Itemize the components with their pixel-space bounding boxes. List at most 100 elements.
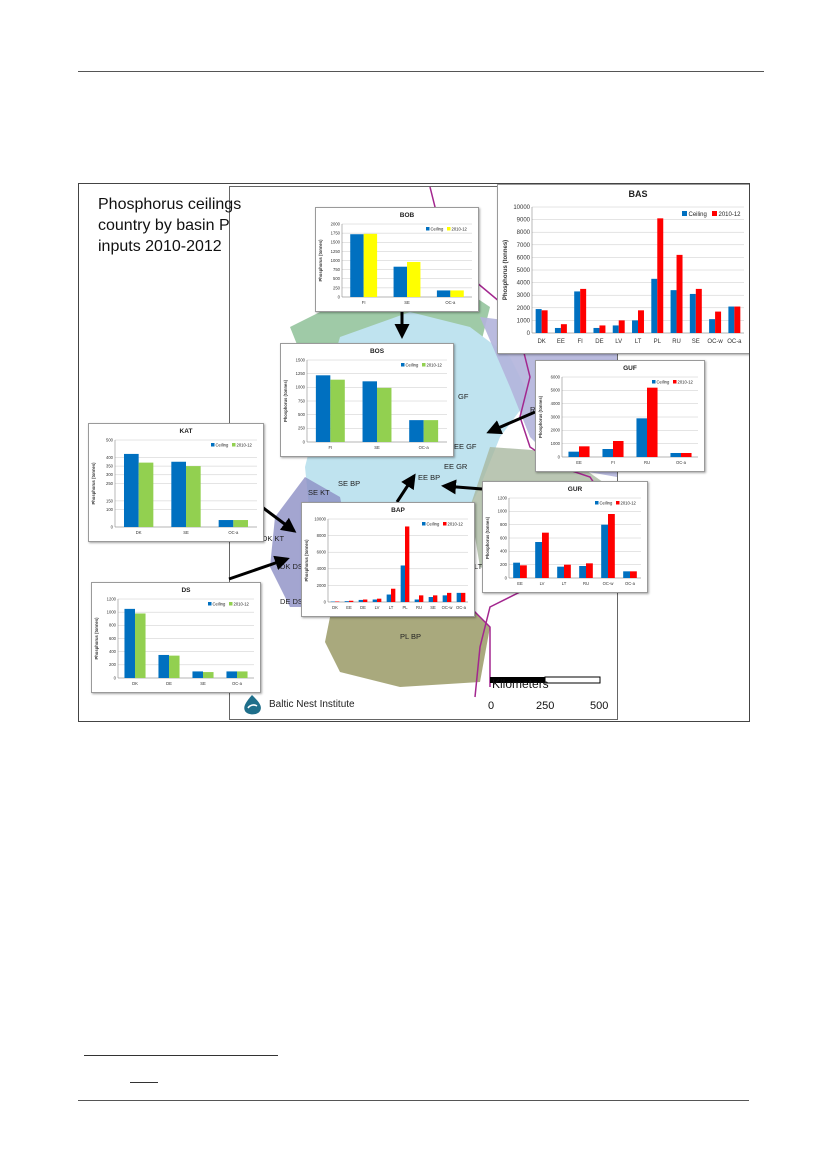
chart-box-bob: BOB 0 250 500 750 1000 1250 1500 1750 2000 Phospho… xyxy=(315,207,479,312)
bas-bar-oc-w-2010-12 xyxy=(715,311,722,333)
bas-bar-lt-ceiling xyxy=(632,320,638,333)
gur-legend-label: Ceiling xyxy=(600,501,613,506)
bap-xtick-label: EE xyxy=(346,605,352,610)
bos-xtick-label: SE xyxy=(374,445,380,450)
bas-bar-ee-ceiling xyxy=(554,327,561,333)
bas-bar-fi-2010-12 xyxy=(580,288,587,333)
bap-bar-de-ceiling xyxy=(358,599,363,602)
map-label-se-kt: SE KT xyxy=(308,488,330,497)
bob-xtick-label: FI xyxy=(362,300,366,305)
gur-xtick-label: OC-w xyxy=(603,581,615,586)
bas-bar-de-ceiling xyxy=(593,327,600,333)
bob-ytick-label: 750 xyxy=(333,267,341,272)
gur-ytick-label: 0 xyxy=(505,575,508,580)
scale-tick-500: 500 xyxy=(590,700,609,712)
ds-ytick-label: 800 xyxy=(109,623,117,628)
bap-title: BAP xyxy=(391,507,405,514)
bas-xtick-label: DE xyxy=(595,339,603,345)
map-label-lt: LT xyxy=(474,562,483,571)
ds-ytick-label: 400 xyxy=(109,649,117,654)
bap-legend-swatch xyxy=(422,522,426,526)
bap-bar-se-ceiling xyxy=(428,597,433,602)
bap-xtick-label: PL xyxy=(402,605,408,610)
kat-xtick-label: OC-a xyxy=(228,530,239,535)
bob-xtick-label: SE xyxy=(404,300,410,305)
guf-legend-swatch xyxy=(652,380,656,384)
gur-bar-oc-w-2010-12 xyxy=(608,514,615,578)
bob-bar-se-ceiling xyxy=(393,266,407,297)
gur-bar-lt-2010-12 xyxy=(564,564,571,578)
chart-box-gur: GUR 0 200 400 600 800 1000 1200 Phosphorus (tonn… xyxy=(482,481,648,593)
bob-legend-swatch xyxy=(447,227,451,231)
bos-bar-fi-2010-12 xyxy=(330,379,345,442)
kat-xtick-label: SE xyxy=(183,530,189,535)
chart-bap: BAP 0 2000 4000 6000 8000 10000 Phosphorus (ton… xyxy=(304,507,468,610)
scale-bar-white xyxy=(544,676,601,684)
chart-bos: BOS 0 250 500 750 1000 1250 1500 Phosphorus (ton… xyxy=(283,348,447,450)
bas-xtick-label: OC-w xyxy=(707,339,723,345)
bos-legend-swatch xyxy=(401,363,405,367)
ds-ylabel: Phosphorus (tonnes) xyxy=(94,617,99,660)
bos-bar-se-2010-12 xyxy=(377,387,392,442)
chart-bob: BOB 0 250 500 750 1000 1250 1500 1750 2000 Phospho… xyxy=(318,212,472,305)
bas-bar-lv-2010-12 xyxy=(618,320,625,333)
kat-ytick-label: 0 xyxy=(111,524,114,529)
kat-bar-se-ceiling xyxy=(171,461,186,527)
ds-ytick-label: 1000 xyxy=(107,610,117,615)
bas-bar-dk-ceiling xyxy=(535,309,542,333)
bas-ytick-label: 0 xyxy=(527,331,531,337)
bap-ytick-label: 4000 xyxy=(317,566,327,571)
kat-ytick-label: 250 xyxy=(106,481,114,486)
kat-xtick-label: DK xyxy=(136,530,142,535)
bos-title: BOS xyxy=(370,348,385,355)
bas-bar-ru-ceiling xyxy=(670,290,677,333)
bap-bar-oc-w-ceiling xyxy=(442,595,447,602)
bas-bar-oc-a-ceiling xyxy=(728,306,735,333)
guf-legend-label: Ceiling xyxy=(657,380,670,385)
bas-legend-label: 2010-12 xyxy=(719,212,742,218)
chart-box-kat: KAT 0 100 150 250 300 350 400 500 Phosphorus (ton… xyxy=(88,423,264,542)
chart-box-bos: BOS 0 250 500 750 1000 1250 1500 Phosphorus (ton… xyxy=(280,343,454,457)
figure-title-line-1: Phosphorus ceilings xyxy=(98,196,242,213)
arrow-ds xyxy=(228,555,290,581)
bos-ytick-label: 250 xyxy=(298,426,306,431)
ds-bar-de-2010-12 xyxy=(169,655,180,678)
bap-bar-ee-2010-12 xyxy=(349,600,354,602)
ds-xtick-label: DK xyxy=(132,681,138,686)
guf-ytick-label: 5000 xyxy=(551,388,561,393)
bob-legend-label: Ceiling xyxy=(431,227,444,232)
bob-ytick-label: 1250 xyxy=(331,249,341,254)
gur-ytick-label: 1200 xyxy=(498,495,508,500)
bas-xtick-label: SE xyxy=(692,339,700,345)
bas-bar-oc-a-2010-12 xyxy=(734,306,741,333)
bap-bar-pl-2010-12 xyxy=(405,526,410,602)
guf-ytick-label: 4000 xyxy=(551,401,561,406)
guf-xtick-label: OC-a xyxy=(676,460,687,465)
map-label-dk-ds: DK DS xyxy=(280,562,303,571)
scale-tick-0: 0 xyxy=(488,700,495,712)
bap-bar-oc-w-2010-12 xyxy=(447,592,452,602)
phosphorus-figure: GF RU EE GF EE GR EE BP SE KT SE BP DK K… xyxy=(78,183,750,722)
bas-bar-ee-2010-12 xyxy=(560,324,567,333)
bap-ytick-label: 8000 xyxy=(317,533,327,538)
bas-xtick-label: LV xyxy=(615,339,622,345)
chart-box-ds: DS 0 200 400 600 800 1000 1200 Phosphorus (tonne… xyxy=(91,582,261,693)
bas-ytick-label: 2000 xyxy=(517,306,531,312)
bap-bar-lv-2010-12 xyxy=(377,598,382,602)
bos-xtick-label: OC-a xyxy=(419,445,430,450)
bos-ytick-label: 0 xyxy=(303,439,306,444)
guf-bar-ee-2010-12 xyxy=(579,446,590,457)
ds-ytick-label: 200 xyxy=(109,662,117,667)
bap-bar-lv-ceiling xyxy=(372,599,377,602)
map-label-ee-bp: EE BP xyxy=(418,473,441,482)
gur-bar-oc-a-ceiling xyxy=(623,571,630,578)
ds-legend-swatch xyxy=(229,602,233,606)
bas-ytick-label: 4000 xyxy=(517,281,531,287)
arrow-bap xyxy=(395,473,416,503)
bas-legend-swatch xyxy=(712,211,717,216)
header-rule xyxy=(78,71,764,72)
map-label-dk-kt: DK KT xyxy=(262,534,285,543)
gur-bar-oc-w-ceiling xyxy=(601,524,608,578)
bas-xtick-label: RU xyxy=(672,339,681,345)
bap-ylabel: Phosphorus (tonnes) xyxy=(304,539,309,582)
